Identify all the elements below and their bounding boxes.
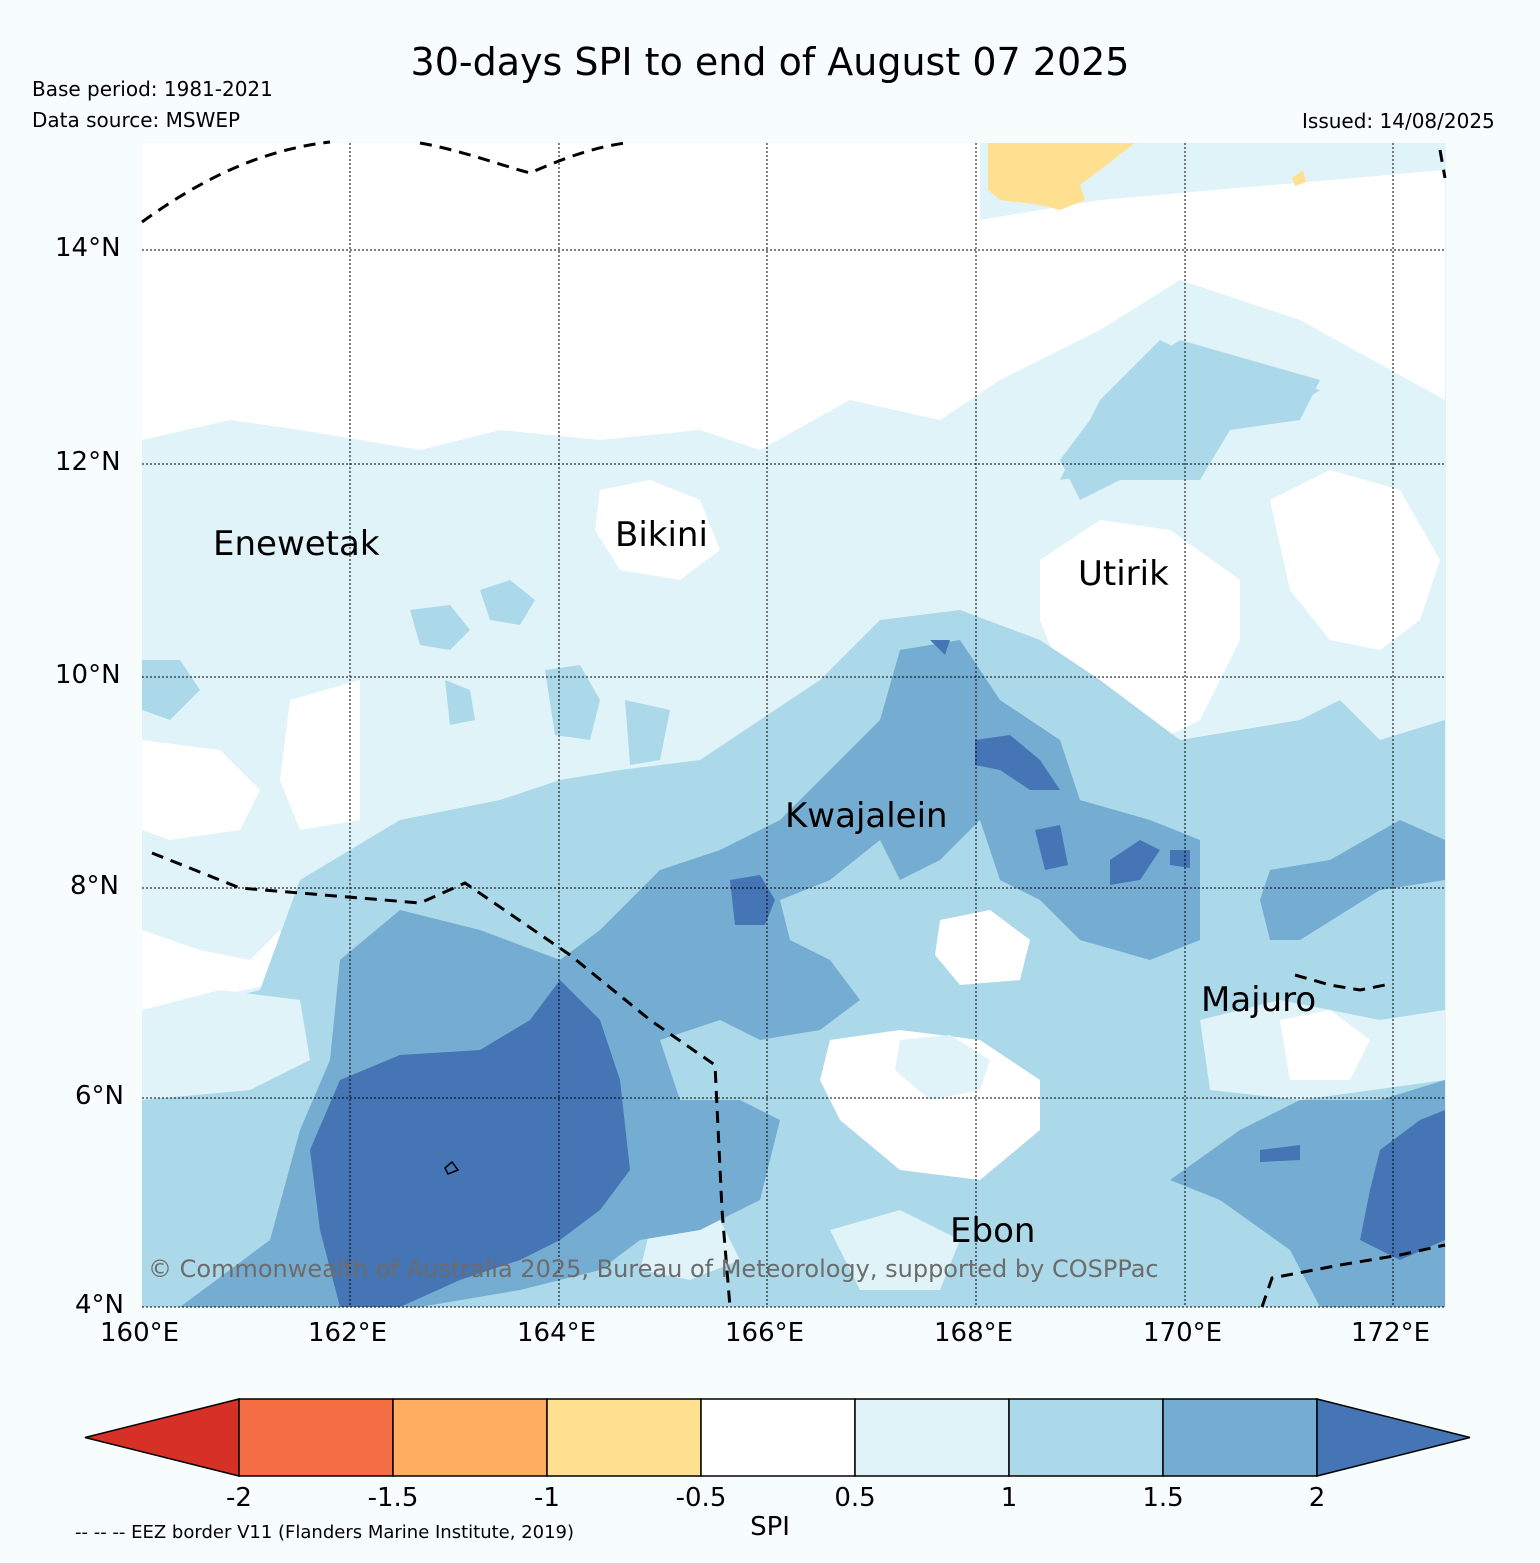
colorbar-segment [701, 1399, 855, 1476]
colorbar-tick-label: -0.5 [651, 1483, 751, 1513]
colorbar-segment [1163, 1399, 1317, 1476]
colorbar-tick-label: -1 [497, 1483, 597, 1513]
colorbar-tick-label: -1.5 [343, 1483, 443, 1513]
colorbar-tick-label: -2 [189, 1483, 289, 1513]
colorbar-tick-label: 2 [1267, 1483, 1367, 1513]
colorbar-segment [547, 1399, 701, 1476]
colorbar-segment [855, 1399, 1009, 1476]
colorbar-tick-label: 1 [959, 1483, 1059, 1513]
colorbar-extend-high [1317, 1399, 1470, 1476]
colorbar-tick-label: 1.5 [1113, 1483, 1213, 1513]
eez-legend-note: -- -- -- EEZ border V11 (Flanders Marine… [75, 1522, 574, 1543]
colorbar [0, 0, 1540, 1563]
colorbar-segment [393, 1399, 547, 1476]
colorbar-extend-low [85, 1399, 239, 1476]
colorbar-segment [239, 1399, 393, 1476]
colorbar-segment [1009, 1399, 1163, 1476]
colorbar-tick-label: 0.5 [805, 1483, 905, 1513]
